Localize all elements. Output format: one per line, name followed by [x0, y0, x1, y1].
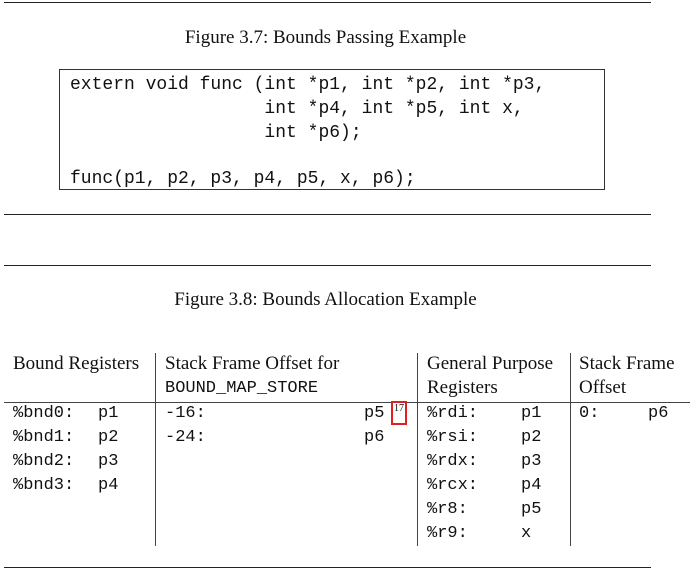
bound-register-pointer: p3: [98, 452, 119, 471]
column-divider: [155, 353, 156, 546]
bound-register-name: %bnd3:: [13, 476, 75, 495]
gp-register-name: %rsi:: [427, 428, 479, 447]
gp-register-name: %r8:: [427, 500, 468, 519]
gp-register-name: %rdx:: [427, 452, 479, 471]
top-rule: [4, 2, 651, 3]
code-line: func(p1, p2, p3, p4, p5, x, p6);: [70, 169, 416, 189]
gp-register-name: %r9:: [427, 524, 468, 543]
stack-offset-pointer: p5: [364, 404, 385, 423]
bound-register-name: %bnd2:: [13, 452, 75, 471]
header-registers: Registers: [427, 377, 498, 398]
stack-offset-value: -16:: [165, 404, 206, 423]
gp-register-value: p4: [521, 476, 542, 495]
column-divider: [417, 353, 418, 546]
footnote-marker[interactable]: 17: [391, 401, 407, 425]
bound-register-pointer: p1: [98, 404, 119, 423]
header-general-purpose: General Purpose: [427, 353, 554, 374]
header-bound-map-store: BOUND_MAP_STORE: [165, 379, 319, 398]
figure-3-7-caption: Figure 3.7: Bounds Passing Example: [184, 27, 467, 48]
stack-frame-value: p6: [648, 404, 669, 423]
table-header-rule: [4, 402, 690, 403]
column-divider: [570, 353, 571, 546]
gp-register-value: p3: [521, 452, 542, 471]
gp-register-value: p1: [521, 404, 542, 423]
gp-register-value: p5: [521, 500, 542, 519]
figure-3-8-top-rule: [4, 265, 651, 266]
figure-3-8-caption: Figure 3.8: Bounds Allocation Example: [174, 289, 477, 310]
bound-register-pointer: p4: [98, 476, 119, 495]
gp-register-name: %rdi:: [427, 404, 479, 423]
header-offset: Offset: [579, 377, 627, 398]
header-stack-frame: Stack Frame: [579, 353, 675, 374]
stack-offset-value: -24:: [165, 428, 206, 447]
code-line: extern void func (int *p1, int *p2, int …: [70, 75, 546, 95]
gp-register-value: p2: [521, 428, 542, 447]
code-line: int *p4, int *p5, int x,: [70, 99, 524, 119]
header-bound-registers: Bound Registers: [13, 353, 140, 374]
figure-3-7-bottom-rule: [4, 214, 651, 215]
stack-frame-offset: 0:: [579, 404, 600, 423]
gp-register-name: %rcx:: [427, 476, 479, 495]
bound-register-pointer: p2: [98, 428, 119, 447]
stack-offset-pointer: p6: [364, 428, 385, 447]
header-stack-offset: Stack Frame Offset for: [165, 353, 340, 374]
bound-register-name: %bnd0:: [13, 404, 75, 423]
code-listing: extern void func (int *p1, int *p2, int …: [59, 69, 605, 190]
gp-register-value: x: [521, 524, 532, 543]
bottom-rule: [4, 567, 651, 568]
code-line: int *p6);: [70, 123, 362, 143]
bound-register-name: %bnd1:: [13, 428, 75, 447]
